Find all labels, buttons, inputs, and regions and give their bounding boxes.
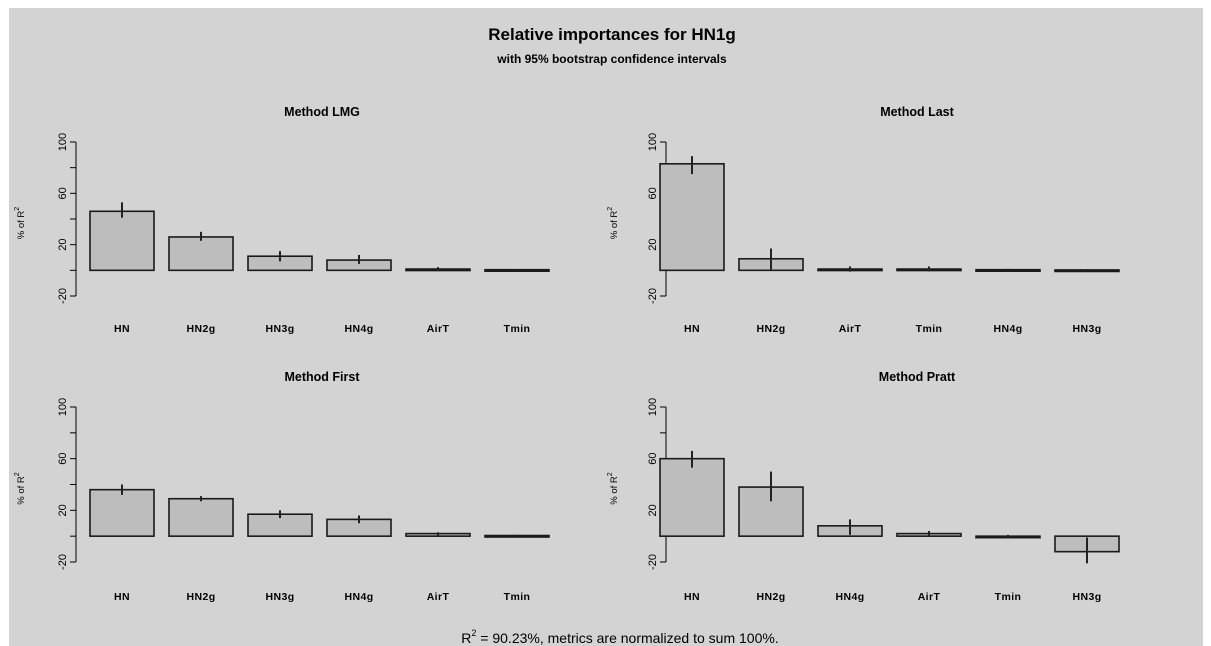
category-label: AirT <box>839 323 862 335</box>
footer-r-sup: 2 <box>471 628 476 638</box>
panel-lmg: Method LMG -20 20 60 100 % of R2 HN HN2g HN3g HN4… <box>14 105 550 335</box>
category-label: Tmin <box>995 591 1022 603</box>
category-label: AirT <box>918 591 941 603</box>
footer-r-symbol: R <box>461 630 471 646</box>
panel-title: Method LMG <box>284 105 360 119</box>
category-label: HN4g <box>344 323 373 335</box>
y-axis-label-main: % of R <box>16 476 27 505</box>
bar-hn <box>89 210 155 272</box>
y-tick-label: 60 <box>647 187 659 199</box>
panel-title: Method First <box>285 370 361 384</box>
category-label: HN3g <box>1072 323 1101 335</box>
panel-title: Method Pratt <box>879 370 956 384</box>
category-label: HN3g <box>1072 591 1101 603</box>
category-label: HN4g <box>344 591 373 603</box>
category-label: HN <box>684 591 700 603</box>
category-label: Tmin <box>504 591 531 603</box>
y-axis-label-main: % of R <box>16 211 27 240</box>
y-tick-label: 100 <box>647 398 659 416</box>
y-tick-label: 100 <box>57 133 69 151</box>
bar-hn <box>659 457 725 537</box>
category-label: AirT <box>427 591 450 603</box>
footer-note: R2 = 90.23%, metrics are normalized to s… <box>461 628 778 646</box>
y-tick-label: 20 <box>57 239 69 251</box>
category-label: Tmin <box>916 323 943 335</box>
y-axis-label-main: % of R <box>609 476 620 505</box>
y-tick-label: 60 <box>57 453 69 465</box>
category-label: HN <box>684 323 700 335</box>
y-axis-label: % of R2 <box>14 472 27 505</box>
y-axis-label-sup: 2 <box>607 207 614 211</box>
panel-title: Method Last <box>880 105 954 119</box>
category-label: HN3g <box>265 591 294 603</box>
bar-hn <box>659 163 725 272</box>
bar-hn <box>89 488 155 537</box>
y-tick-label: 60 <box>647 453 659 465</box>
y-tick-label: 20 <box>647 239 659 251</box>
y-axis-label-sup: 2 <box>607 472 614 476</box>
category-label: HN <box>114 323 130 335</box>
category-label: HN2g <box>186 323 215 335</box>
y-tick-label: 60 <box>57 187 69 199</box>
footer-text: = 90.23%, metrics are normalized to sum … <box>476 630 778 646</box>
y-axis-label-sup: 2 <box>14 472 21 476</box>
bar-hn2g <box>168 236 234 272</box>
category-label: AirT <box>427 323 450 335</box>
panel-first: Method First -20 20 60 100 % of R2 HN HN2g HN3g H… <box>14 370 550 603</box>
top-margin <box>0 0 1211 8</box>
category-label: HN4g <box>835 591 864 603</box>
y-axis-label-sup: 2 <box>14 207 21 211</box>
y-axis-label: % of R2 <box>607 472 620 505</box>
y-tick-label: 100 <box>57 398 69 416</box>
category-label: HN <box>114 591 130 603</box>
y-tick-label: -20 <box>57 554 69 570</box>
category-label: HN4g <box>993 323 1022 335</box>
category-label: HN2g <box>756 591 785 603</box>
y-tick-label: 100 <box>647 133 659 151</box>
panel-pratt: Method Pratt -20 20 60 100 % of R2 HN HN2g HN4g A… <box>607 370 1120 603</box>
chart-subtitle: with 95% bootstrap confidence intervals <box>496 52 727 66</box>
category-label: HN2g <box>186 591 215 603</box>
category-label: HN3g <box>265 323 294 335</box>
y-axis-label: % of R2 <box>14 207 27 240</box>
y-tick-label: -20 <box>647 288 659 304</box>
category-label: Tmin <box>504 323 531 335</box>
chart-title: Relative importances for HN1g <box>488 25 736 44</box>
y-tick-label: 20 <box>57 504 69 516</box>
panel-last: Method Last -20 20 60 100 % of R2 HN HN2g AirT Tm… <box>607 105 1120 335</box>
bar-hn2g <box>168 497 234 537</box>
y-axis-label: % of R2 <box>607 207 620 240</box>
y-tick-label: 20 <box>647 504 659 516</box>
y-tick-label: -20 <box>647 554 659 570</box>
right-margin <box>1203 0 1211 646</box>
y-tick-label: -20 <box>57 288 69 304</box>
left-margin <box>0 0 9 646</box>
y-axis-label-main: % of R <box>609 211 620 240</box>
category-label: HN2g <box>756 323 785 335</box>
